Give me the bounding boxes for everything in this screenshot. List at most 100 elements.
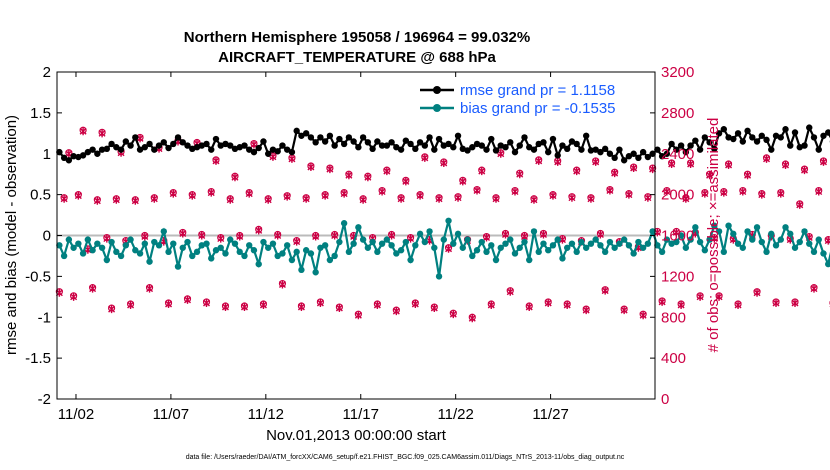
bias-point	[260, 238, 267, 246]
obs-point	[596, 229, 605, 239]
rmse-point	[758, 132, 765, 139]
obs-assimilated-marker	[388, 231, 396, 240]
rmse-point	[668, 140, 675, 148]
bias-point	[620, 236, 628, 243]
obs-assimilated-marker	[720, 188, 728, 197]
obs-assimilated-marker	[169, 189, 177, 198]
bias-point	[464, 236, 471, 243]
bias-point	[535, 248, 542, 256]
obs-point	[701, 189, 709, 198]
obs-point	[739, 186, 747, 196]
bias-point	[616, 240, 623, 247]
obs-assimilated-marker	[625, 190, 633, 199]
obs-assimilated-marker	[468, 314, 476, 323]
bias-point	[350, 240, 357, 247]
obs-point	[449, 309, 457, 319]
obs-point	[672, 227, 680, 237]
obs-point	[397, 194, 405, 203]
bias-point	[269, 240, 277, 247]
bias-point	[312, 269, 319, 276]
bias-point	[302, 247, 310, 254]
right-tick-label: 2000	[661, 187, 694, 204]
rmse-point	[540, 139, 547, 146]
obs-assimilated-marker	[307, 163, 315, 172]
obs-point	[743, 170, 752, 180]
left-tick-label: 0.5	[30, 187, 51, 204]
bias-point	[136, 250, 144, 257]
obs-point	[582, 305, 590, 315]
obs-assimilated-marker	[383, 167, 391, 176]
obs-assimilated-marker	[207, 188, 215, 197]
obs-point	[791, 298, 799, 307]
bias-point	[644, 240, 652, 247]
bias-point	[573, 248, 580, 256]
obs-assimilated-marker	[644, 193, 652, 202]
obs-assimilated-marker	[668, 159, 676, 168]
obs-assimilated-marker	[179, 229, 187, 238]
rmse-point	[94, 150, 101, 157]
obs-assimilated-marker	[706, 171, 714, 180]
obs-assimilated-marker	[74, 191, 82, 200]
rmse-point	[345, 134, 353, 141]
obs-point	[126, 300, 135, 309]
rmse-point	[815, 146, 822, 153]
obs-assimilated-marker	[459, 177, 467, 186]
obs-point	[525, 302, 533, 312]
rmse-point	[635, 154, 642, 162]
obs-point	[549, 191, 557, 200]
bias-point	[815, 236, 822, 243]
obs-assimilated-marker	[620, 306, 628, 315]
obs-assimilated-marker	[392, 307, 400, 316]
rmse-point	[625, 153, 633, 160]
bias-point	[782, 224, 789, 231]
obs-point	[444, 244, 453, 253]
legend-bias-marker	[433, 104, 441, 112]
rmse-point	[516, 142, 523, 149]
rmse-point	[426, 134, 433, 141]
rmse-point	[810, 134, 818, 141]
bias-point	[635, 238, 642, 246]
obs-point	[824, 236, 830, 245]
bias-point	[203, 240, 210, 247]
rmse-point	[701, 134, 709, 141]
rmse-point	[763, 136, 770, 144]
bias-point	[255, 260, 262, 268]
bias-point	[502, 240, 509, 247]
legend-rmse-label: rmse grand pr = 1.1158	[460, 82, 615, 99]
obs-point	[724, 160, 733, 169]
x-axis-label: Nov.01,2013 00:00:00 start	[266, 427, 447, 444]
rmse-point	[264, 150, 272, 157]
obs-point	[630, 163, 638, 173]
rmse-point	[184, 142, 191, 149]
chart-title-line1: Northern Hemisphere 195058 / 196964 = 99…	[184, 29, 530, 46]
rmse-point	[601, 145, 609, 153]
bias-point	[293, 248, 300, 256]
obs-point	[487, 300, 495, 309]
bias-point	[369, 238, 376, 246]
bias-point	[758, 238, 765, 246]
obs-point	[321, 191, 329, 200]
x-tick-label: 11/02	[58, 406, 94, 423]
bias-point	[155, 242, 163, 249]
obs-point	[468, 313, 476, 323]
bias-point	[507, 236, 514, 243]
obs-point	[212, 156, 220, 165]
obs-assimilated-marker	[245, 189, 253, 198]
obs-assimilated-marker	[89, 284, 97, 293]
obs-point	[70, 292, 78, 301]
obs-point	[340, 189, 348, 198]
obs-assimilated-marker	[810, 284, 818, 293]
rmse-point	[801, 142, 808, 149]
obs-assimilated-marker	[535, 156, 543, 165]
obs-assimilated-marker	[435, 194, 443, 203]
bias-point	[715, 228, 723, 235]
rmse-point	[246, 146, 253, 153]
obs-assimilated-marker	[725, 160, 733, 169]
obs-point	[107, 304, 116, 314]
bias-point	[170, 240, 177, 247]
rmse-point	[806, 124, 813, 131]
rmse-point	[445, 140, 452, 148]
bias-point	[222, 250, 229, 257]
obs-assimilated-marker	[791, 298, 799, 307]
obs-assimilated-marker	[554, 157, 562, 166]
